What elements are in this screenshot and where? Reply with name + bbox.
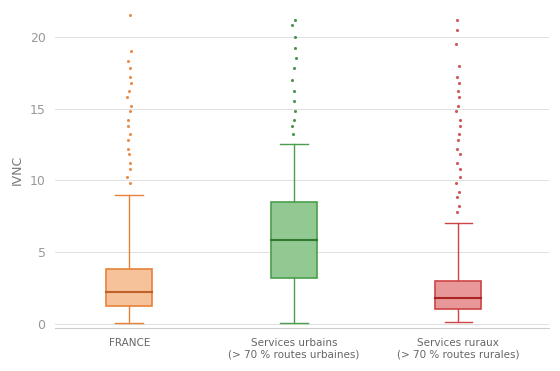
Point <box>456 174 465 180</box>
Point <box>125 88 134 94</box>
Point <box>452 17 461 23</box>
Point <box>127 103 136 109</box>
Y-axis label: IVNC: IVNC <box>11 154 24 185</box>
Point <box>127 48 136 54</box>
Point <box>453 194 462 200</box>
Point <box>455 166 464 172</box>
Point <box>124 123 133 129</box>
Point <box>288 131 297 137</box>
Point <box>125 151 134 157</box>
Point <box>455 117 464 123</box>
Point <box>455 63 464 69</box>
Point <box>124 146 133 152</box>
Point <box>125 166 134 172</box>
Point <box>455 80 464 86</box>
Point <box>452 146 461 152</box>
Point <box>456 151 465 157</box>
Point <box>126 131 135 137</box>
Bar <box>106 269 152 306</box>
Point <box>290 34 299 40</box>
Point <box>455 203 464 209</box>
Point <box>287 77 296 83</box>
Point <box>453 137 462 143</box>
Point <box>125 74 134 80</box>
Point <box>125 65 134 71</box>
Point <box>123 94 132 100</box>
Bar <box>435 280 482 309</box>
Point <box>456 123 465 129</box>
Point <box>123 117 132 123</box>
Point <box>452 180 461 186</box>
Point <box>452 160 461 166</box>
Point <box>289 117 298 123</box>
Point <box>454 103 463 109</box>
Point <box>454 88 463 94</box>
Point <box>291 55 300 61</box>
Point <box>452 27 461 33</box>
Point <box>288 23 297 29</box>
Point <box>454 94 463 100</box>
Point <box>291 45 300 51</box>
Point <box>126 160 135 166</box>
Point <box>126 80 135 86</box>
Point <box>124 137 133 143</box>
Point <box>290 108 299 114</box>
Point <box>287 123 296 129</box>
Point <box>454 131 463 137</box>
Point <box>290 88 298 94</box>
Point <box>125 108 134 114</box>
Point <box>452 108 461 114</box>
Point <box>289 98 298 104</box>
Point <box>126 180 135 186</box>
Point <box>452 41 461 47</box>
Point <box>124 58 133 64</box>
Point <box>291 17 300 23</box>
Bar <box>271 202 317 278</box>
Point <box>452 74 461 80</box>
Point <box>290 65 298 71</box>
Point <box>452 209 461 215</box>
Point <box>123 174 132 180</box>
Point <box>125 13 134 19</box>
Point <box>454 189 463 195</box>
